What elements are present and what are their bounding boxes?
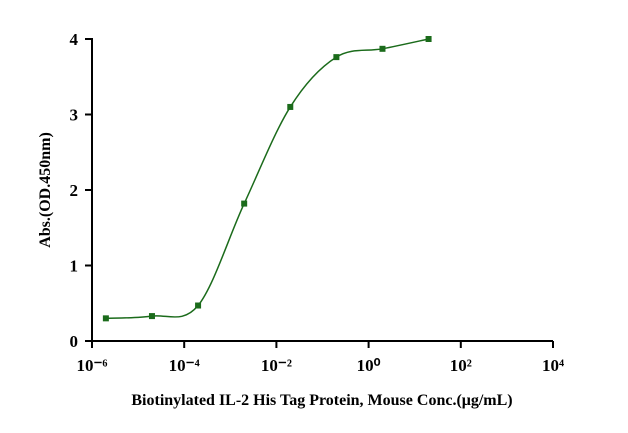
data-point <box>102 315 109 322</box>
data-point <box>379 45 386 52</box>
data-point <box>241 200 248 207</box>
data-point <box>148 313 155 320</box>
x-axis-label: Biotinylated IL-2 His Tag Protein, Mouse… <box>131 392 512 409</box>
y-tick-label: 1 <box>70 257 79 276</box>
x-tick-label: 10² <box>450 356 472 375</box>
y-tick-label: 2 <box>70 181 79 200</box>
y-tick-label: 4 <box>70 30 79 49</box>
y-tick-label: 3 <box>70 106 79 125</box>
data-point <box>425 36 432 42</box>
x-tick-label: 10⁻² <box>261 356 292 375</box>
x-tick-label: 10⁴ <box>542 356 564 375</box>
y-axis-label: Abs.(OD.450nm) <box>37 132 54 248</box>
data-point <box>195 302 202 309</box>
fit-curve <box>105 38 429 320</box>
x-tick-label: 10⁻⁶ <box>76 356 107 375</box>
data-point <box>333 54 340 61</box>
data-point <box>287 103 294 110</box>
x-tick-label: 10⁻⁴ <box>169 356 200 375</box>
x-tick-label: 10⁰ <box>357 356 381 375</box>
y-tick-label: 0 <box>70 332 79 351</box>
